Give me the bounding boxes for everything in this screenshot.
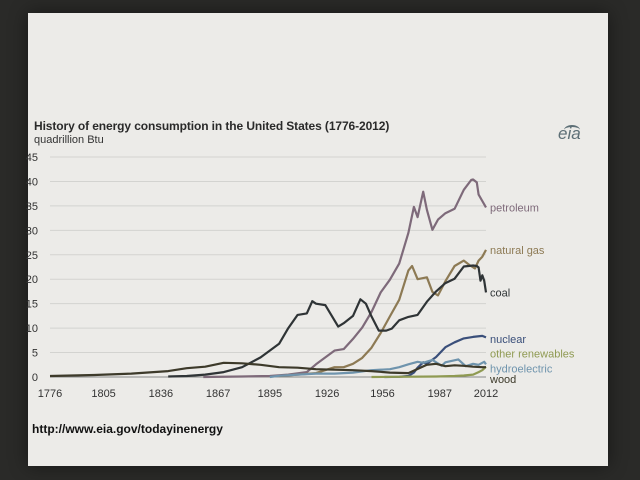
series-line-petroleum [203, 178, 487, 379]
x-tick-label: 1926 [315, 388, 339, 400]
x-tick-label: 1987 [428, 388, 452, 400]
y-tick-label: 45 [26, 152, 38, 164]
x-tick-label: 1836 [149, 388, 173, 400]
y-tick-label: 25 [26, 250, 38, 262]
y-tick-label: 30 [26, 225, 38, 237]
series-label-nuclear: nuclear [490, 334, 526, 346]
x-tick-label: 2012 [474, 388, 498, 400]
y-tick-label: 10 [26, 323, 38, 335]
y-tick-label: 20 [26, 274, 38, 286]
series-label-coal: coal [490, 287, 510, 299]
eia-logo-icon [564, 125, 580, 135]
series-line-hydroelectric [269, 358, 487, 379]
chart-title: History of energy consumption in the Uni… [34, 119, 390, 133]
y-axis-unit-label: quadrillion Btu [34, 134, 104, 146]
x-tick-label: 1805 [91, 388, 115, 400]
y-tick-label: 0 [32, 372, 38, 384]
x-tick-label: 1956 [370, 388, 394, 400]
series-label-wood: wood [489, 374, 516, 386]
series-line-other-renewables [371, 365, 487, 379]
y-tick-label: 15 [26, 299, 38, 311]
x-tick-label: 1776 [38, 388, 62, 400]
series-line-coal [168, 264, 488, 378]
y-tick-label: 5 [32, 348, 38, 360]
x-tick-label: 1895 [258, 388, 282, 400]
eia-logo-text: eia [558, 124, 581, 143]
series-label-other-renewables: other renewables [490, 349, 575, 361]
slide-frame: History of energy consumption in the Uni… [28, 13, 608, 466]
x-tick-label: 1867 [206, 388, 230, 400]
y-tick-label: 35 [26, 201, 38, 213]
y-tick-label: 40 [26, 176, 38, 188]
series-label-natural-gas: natural gas [490, 245, 545, 257]
source-url: http://www.eia.gov/todayinenergy [32, 422, 223, 436]
series-line-nuclear [384, 334, 487, 379]
series-line-natural-gas [279, 249, 487, 378]
series-label-petroleum: petroleum [490, 202, 539, 214]
series-label-hydroelectric: hydroelectric [490, 364, 553, 376]
series-line-wood [49, 361, 486, 378]
